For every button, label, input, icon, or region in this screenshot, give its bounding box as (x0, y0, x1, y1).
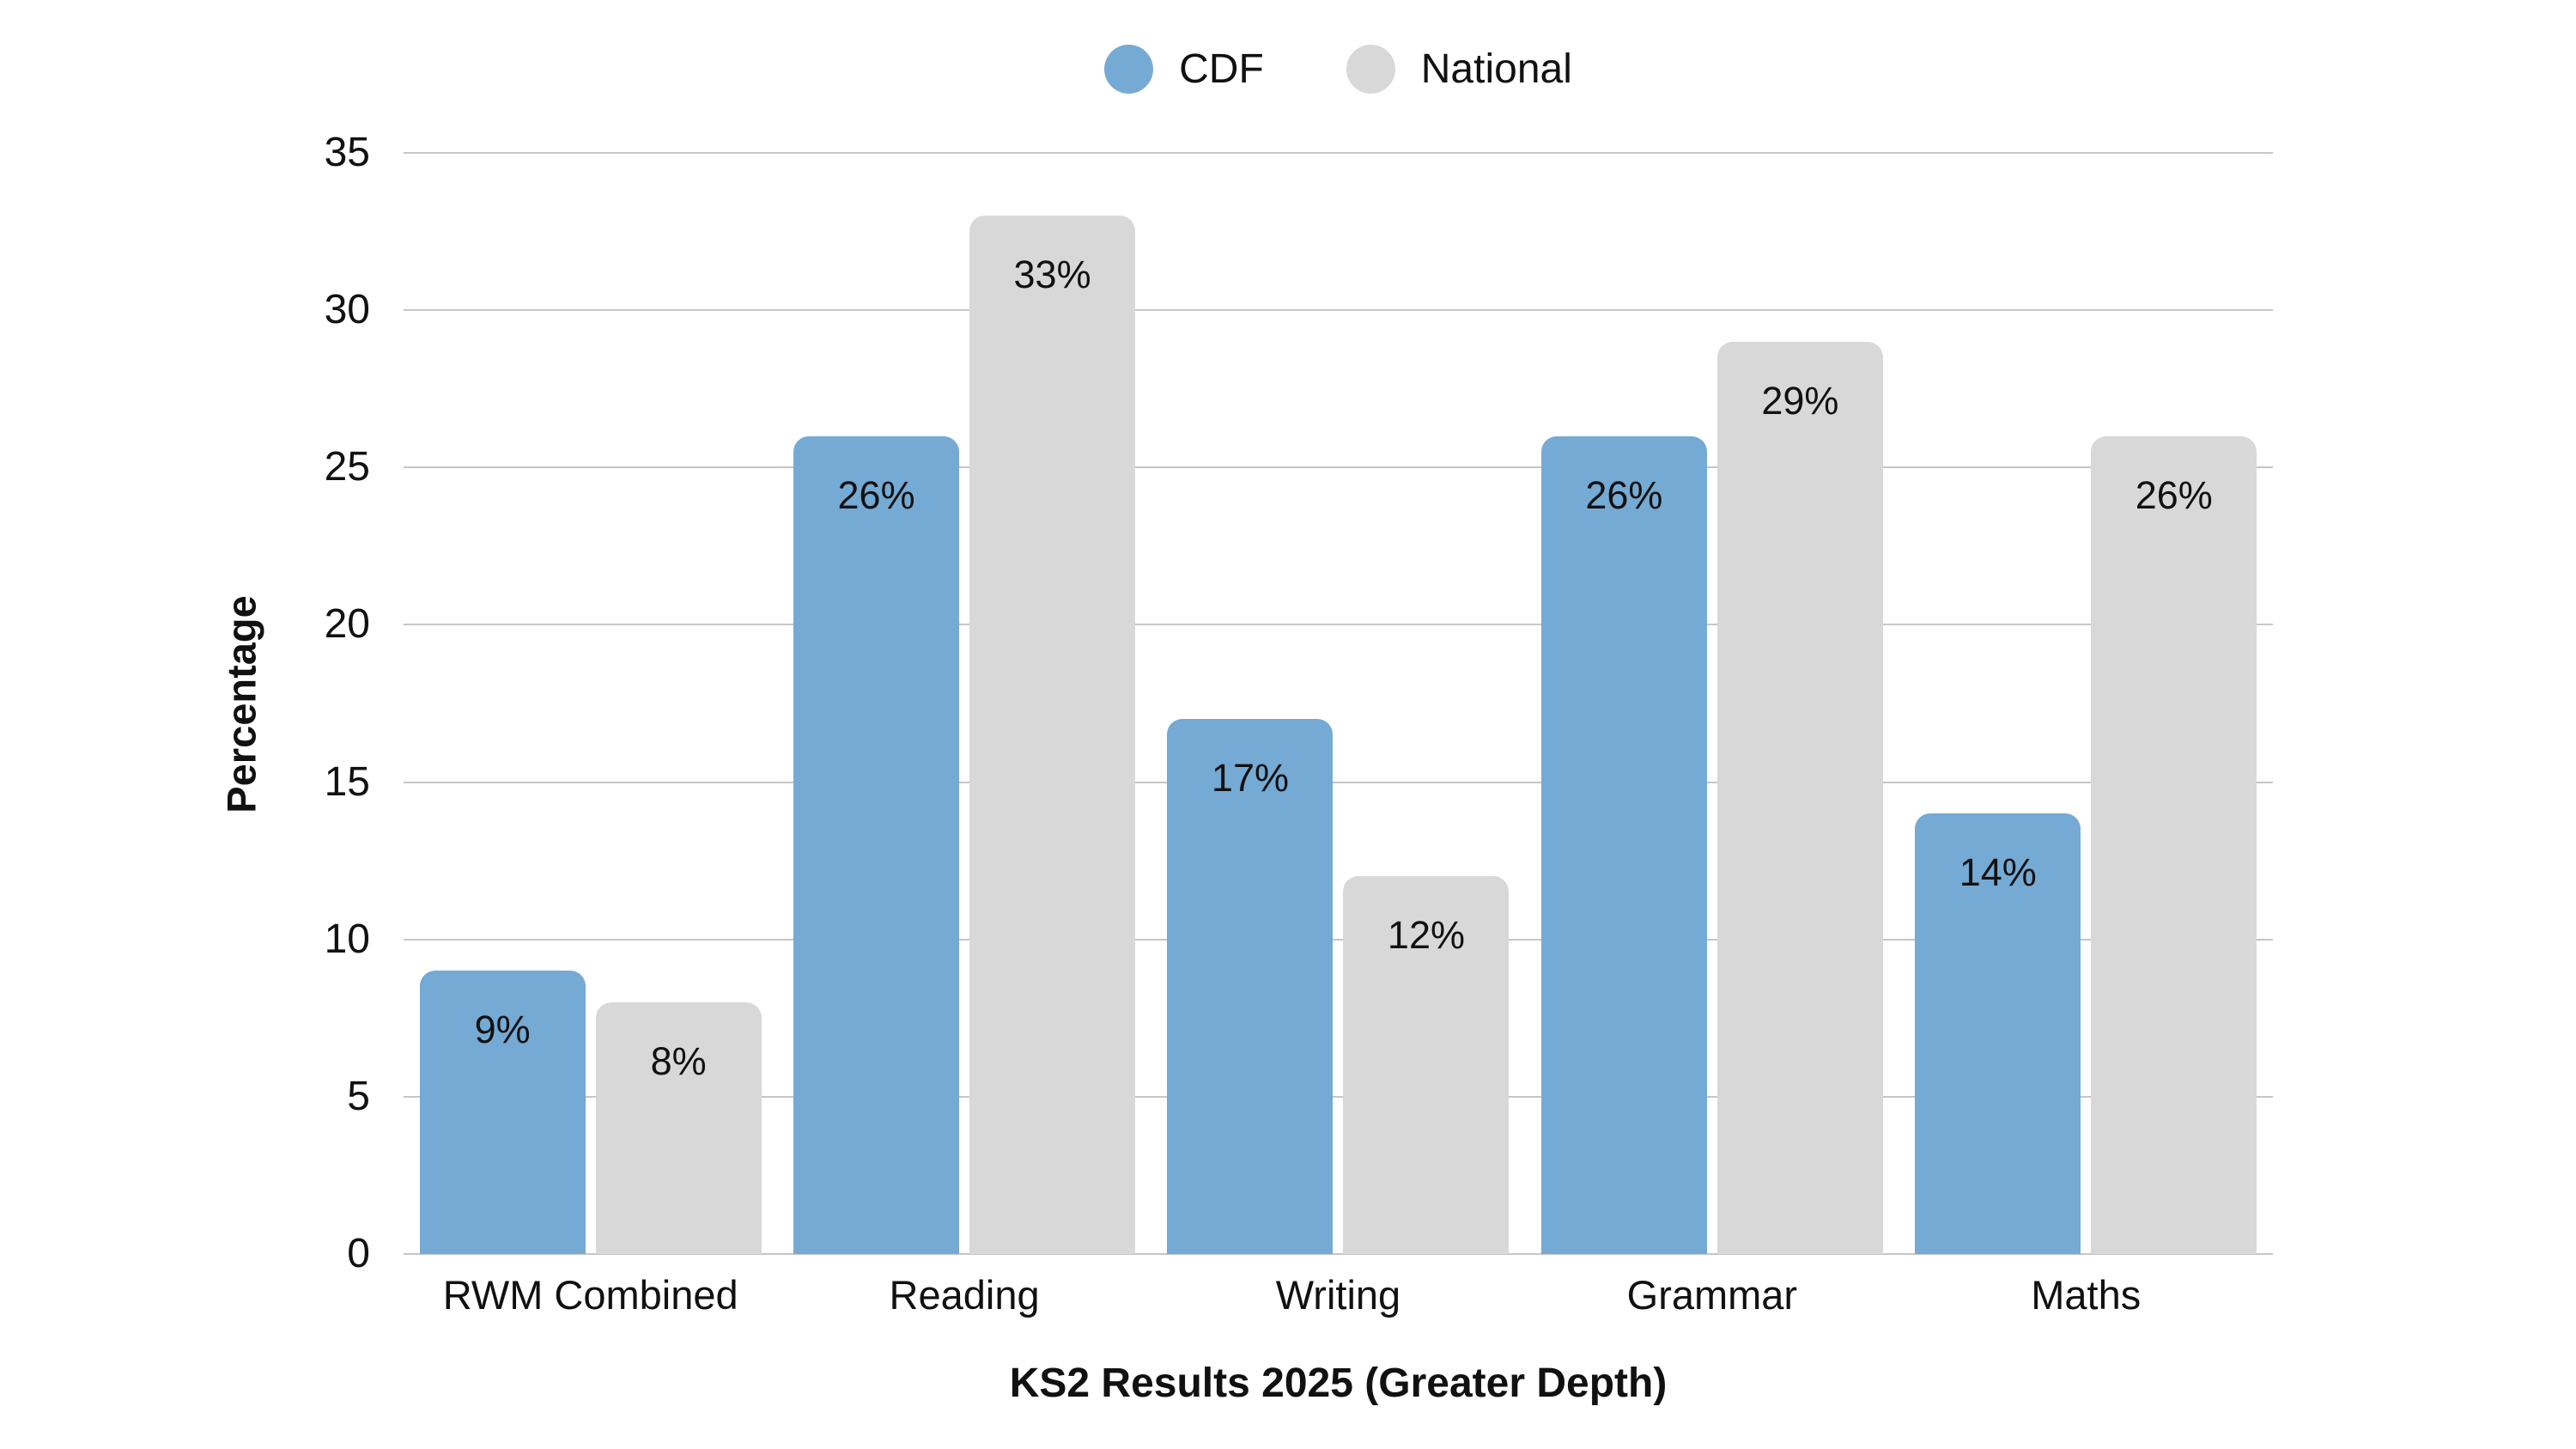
bar-national-rwm-combined: 8% (595, 1002, 762, 1254)
legend: CDF National (404, 43, 2273, 94)
bar-group-grammar: 26% 29% (1525, 153, 1899, 1254)
bar-cdf-maths: 14% (1915, 813, 2081, 1254)
gridline (404, 624, 2273, 626)
bar-value-label: 26% (1585, 472, 1663, 517)
gridline (404, 938, 2273, 941)
bar-value-label: 12% (1387, 913, 1465, 958)
plot-area: 0 5 10 15 20 25 30 35 9% 8% 26% 33% 17% 12% 26% 29% 14%… (325, 132, 2273, 1275)
bar-value-label: 17% (1211, 756, 1289, 801)
bar-national-reading: 33% (969, 216, 1136, 1254)
legend-item-national: National (1346, 44, 1572, 94)
gridline (404, 1095, 2273, 1098)
bar-value-label: 26% (2135, 472, 2213, 517)
y-tick-label: 20 (324, 601, 370, 648)
gridline (404, 1253, 2273, 1255)
bar-cdf-writing: 17% (1167, 719, 1334, 1254)
legend-item-cdf: CDF (1104, 44, 1264, 94)
bar-group-reading: 26% 33% (777, 153, 1151, 1254)
x-tick-label: RWM Combined (442, 1272, 738, 1318)
bar-cdf-grammar: 26% (1540, 435, 1707, 1254)
bars-layer: 9% 8% 26% 33% 17% 12% 26% 29% 14% 26% (404, 153, 2273, 1254)
x-tick-labels: RWM Combined Reading Writing Grammar Maths (404, 1273, 2273, 1318)
y-tick-label: 25 (324, 444, 370, 490)
legend-label-national: National (1420, 46, 1572, 92)
bar-value-label: 26% (837, 472, 915, 517)
bar-value-label: 33% (1013, 253, 1091, 297)
legend-swatch-cdf-icon (1104, 44, 1154, 94)
bar-cdf-reading: 26% (793, 435, 960, 1254)
bar-national-grammar: 29% (1716, 341, 1883, 1254)
bar-national-maths: 26% (2091, 435, 2257, 1254)
x-tick-label: Maths (2031, 1272, 2142, 1318)
y-axis-title: Percentage (218, 595, 264, 813)
y-tick-label: 30 (324, 287, 370, 333)
gridline (404, 781, 2273, 783)
bar-group-maths: 14% 26% (1899, 153, 2273, 1254)
x-axis-title: KS2 Results 2025 (Greater Depth) (1009, 1361, 1668, 1406)
x-tick-label: Grammar (1626, 1272, 1798, 1318)
bar-cdf-rwm-combined: 9% (419, 971, 586, 1254)
bar-value-label: 9% (474, 1008, 531, 1052)
gridline (404, 152, 2273, 154)
y-tick-label: 35 (324, 130, 370, 175)
x-tick-label: Writing (1275, 1272, 1401, 1318)
bar-value-label: 14% (1959, 850, 2037, 895)
y-tick-label: 15 (324, 758, 370, 805)
bar-value-label: 8% (650, 1038, 707, 1083)
y-tick-label: 5 (347, 1073, 370, 1119)
y-tick-label: 10 (324, 916, 370, 962)
y-tick-label: 0 (347, 1231, 370, 1276)
gridline (404, 466, 2273, 469)
bar-value-label: 29% (1761, 378, 1839, 423)
legend-swatch-national-icon (1346, 44, 1395, 94)
legend-label-cdf: CDF (1179, 46, 1264, 92)
bar-national-writing: 12% (1343, 876, 1510, 1254)
gridline (404, 309, 2273, 312)
bar-group-writing: 17% 12% (1151, 153, 1525, 1254)
bar-group-rwm-combined: 9% 8% (404, 153, 777, 1254)
x-tick-label: Reading (889, 1272, 1040, 1318)
